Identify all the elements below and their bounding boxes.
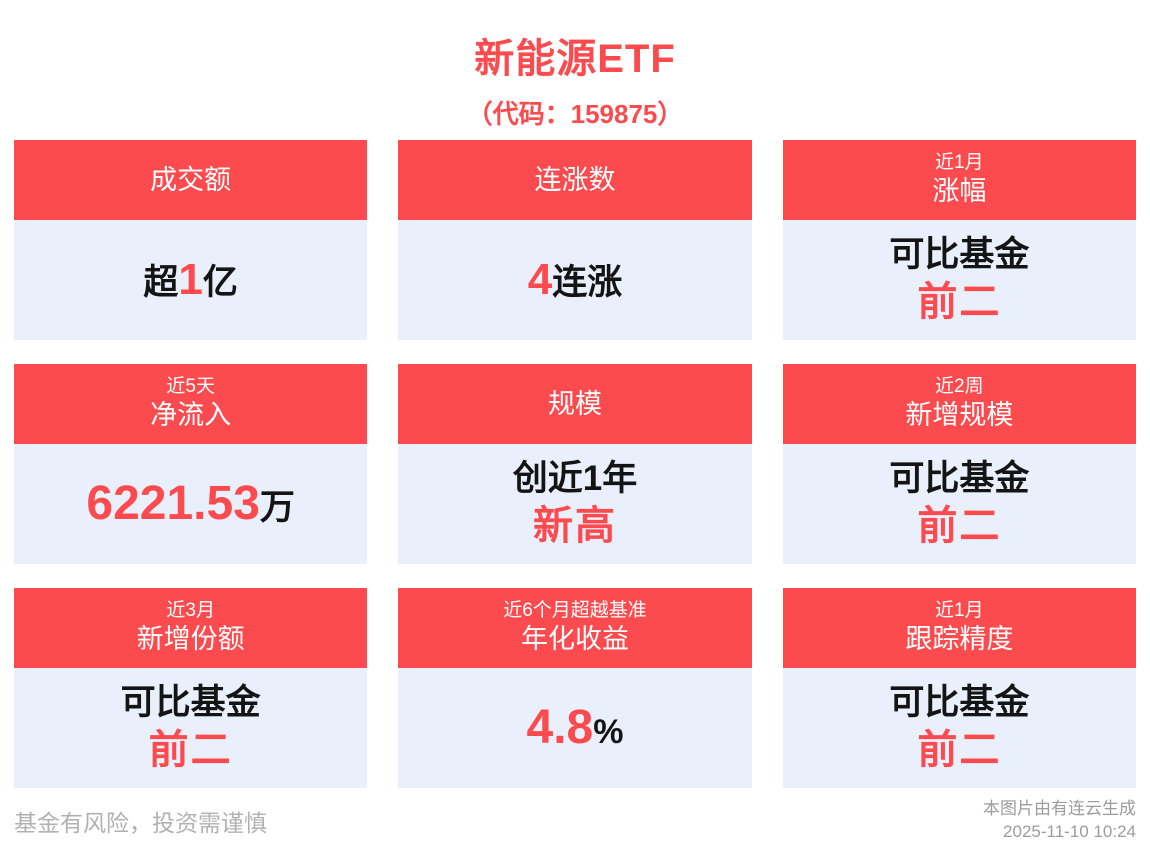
card-1m-gain: 近1月 涨幅 可比基金 前二	[782, 140, 1136, 340]
card-consecutive-gains: 连涨数 4 连涨	[398, 140, 752, 340]
card-5d-net-inflow: 近5天 净流入 6221.53 万	[14, 364, 368, 564]
risk-disclaimer: 基金有风险，投资需谨慎	[14, 810, 267, 836]
card-5d-net-inflow-period: 近5天	[166, 376, 215, 398]
masthead: 新能源ETF （代码：159875）	[0, 0, 1150, 140]
value-number: 4.8	[526, 701, 594, 755]
card-1m-gain-title: 涨幅	[932, 176, 987, 207]
footer: 基金有风险，投资需谨慎 本图片由有连云生成 2025-11-10 10:24	[0, 788, 1150, 860]
card-3m-new-shares-header: 近3月 新增份额	[14, 588, 368, 668]
card-consecutive-gains-value: 4 连涨	[398, 220, 752, 340]
card-1m-tracking-precision-period: 近1月	[935, 600, 984, 622]
value-text: 超	[143, 262, 179, 302]
page-subtitle: （代码：159875）	[466, 99, 684, 129]
value-number: 1	[178, 254, 203, 304]
value-highlight: 前二	[148, 728, 233, 773]
value-line: 可比基金	[121, 683, 261, 723]
value-line: 新高	[533, 503, 617, 549]
card-2w-new-scale-period: 近2周	[935, 376, 984, 398]
value-line: 可比基金	[889, 459, 1029, 499]
card-6m-annualized-return-header: 近6个月超越基准 年化收益	[398, 588, 752, 668]
card-turnover-title: 成交额	[150, 164, 232, 195]
watermark-credit: 本图片由有连云生成	[983, 799, 1136, 819]
value-line: 前二	[149, 727, 233, 773]
card-consecutive-gains-header: 连涨数	[398, 140, 752, 220]
page-title: 新能源ETF	[474, 37, 676, 81]
card-1m-tracking-precision-value: 可比基金 前二	[782, 668, 1136, 788]
value-text: 可比基金	[120, 682, 261, 722]
card-1m-tracking-precision-title: 跟踪精度	[905, 624, 1014, 655]
card-3m-new-shares: 近3月 新增份额 可比基金 前二	[14, 588, 368, 788]
value-highlight: 前二	[917, 728, 1002, 773]
card-turnover-value: 超 1 亿	[14, 220, 368, 340]
card-grid: 成交额 超 1 亿 连涨数 4 连涨	[0, 140, 1150, 788]
card-2w-new-scale-title: 新增规模	[905, 400, 1014, 431]
card-turnover-header: 成交额	[14, 140, 368, 220]
card-scale-value: 创近1年 新高	[398, 444, 752, 564]
value-line: 超 1 亿	[143, 255, 238, 306]
value-line: 6221.53 万	[86, 476, 295, 531]
card-scale-header: 规模	[398, 364, 752, 444]
card-6m-annualized-return-title: 年化收益	[520, 624, 629, 655]
value-line: 可比基金	[889, 683, 1029, 723]
card-scale-title: 规模	[547, 388, 602, 419]
value-line: 前二	[917, 279, 1001, 325]
card-1m-tracking-precision: 近1月 跟踪精度 可比基金 前二	[782, 588, 1136, 788]
card-1m-gain-period: 近1月	[935, 152, 984, 174]
value-text: 可比基金	[889, 458, 1030, 498]
card-5d-net-inflow-title: 净流入	[150, 400, 232, 431]
value-unit: %	[593, 713, 624, 752]
value-line: 可比基金	[889, 235, 1029, 275]
card-6m-annualized-return: 近6个月超越基准 年化收益 4.8 %	[398, 588, 752, 788]
card-turnover: 成交额 超 1 亿	[14, 140, 368, 340]
card-5d-net-inflow-header: 近5天 净流入	[14, 364, 368, 444]
card-2w-new-scale-value: 可比基金 前二	[782, 444, 1136, 564]
card-2w-new-scale-header: 近2周 新增规模	[782, 364, 1136, 444]
card-1m-gain-header: 近1月 涨幅	[782, 140, 1136, 220]
card-3m-new-shares-value: 可比基金 前二	[14, 668, 368, 788]
value-text: 可比基金	[889, 682, 1030, 722]
value-number: 6221.53	[86, 477, 260, 531]
watermark-timestamp: 2025-11-10 10:24	[1003, 822, 1136, 841]
card-6m-annualized-return-period: 近6个月超越基准	[503, 600, 647, 622]
card-2w-new-scale: 近2周 新增规模 可比基金 前二	[782, 364, 1136, 564]
card-3m-new-shares-title: 新增份额	[136, 624, 245, 655]
value-text: 创近1年	[512, 458, 638, 498]
card-5d-net-inflow-value: 6221.53 万	[14, 444, 368, 564]
value-text: 连涨	[552, 262, 623, 302]
value-unit: 万	[259, 488, 295, 528]
value-number: 4	[527, 254, 553, 304]
value-line: 创近1年	[513, 459, 637, 499]
card-scale: 规模 创近1年 新高	[398, 364, 752, 564]
card-consecutive-gains-title: 连涨数	[534, 164, 616, 195]
value-line: 4 连涨	[528, 255, 623, 306]
value-unit: 亿	[202, 262, 238, 302]
value-highlight: 前二	[917, 280, 1002, 325]
value-line: 前二	[917, 503, 1001, 549]
value-line: 前二	[917, 727, 1001, 773]
value-highlight: 新高	[532, 504, 617, 549]
card-6m-annualized-return-value: 4.8 %	[398, 668, 752, 788]
value-highlight: 前二	[917, 504, 1002, 549]
watermark: 本图片由有连云生成 2025-11-10 10:24	[983, 798, 1136, 844]
value-line: 4.8 %	[527, 700, 624, 755]
value-text: 可比基金	[889, 234, 1030, 274]
card-1m-tracking-precision-header: 近1月 跟踪精度	[782, 588, 1136, 668]
card-3m-new-shares-period: 近3月	[166, 600, 215, 622]
card-1m-gain-value: 可比基金 前二	[782, 220, 1136, 340]
